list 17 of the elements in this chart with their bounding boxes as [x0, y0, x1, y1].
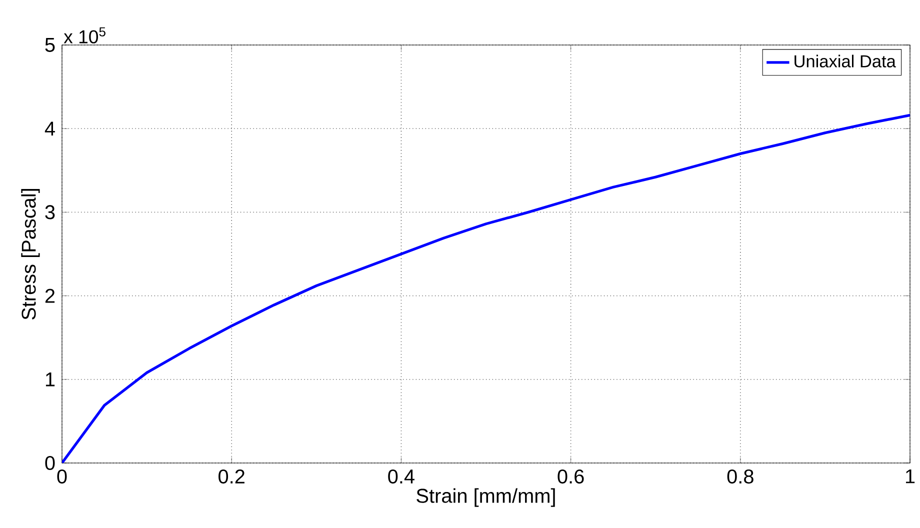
y-tick-label: 0: [45, 456, 55, 470]
line-series: [62, 114, 910, 463]
x-tick-label: 0: [57, 469, 67, 484]
x-tick-label: 1: [906, 469, 915, 484]
x-tick-label: 0.2: [218, 469, 244, 484]
x-axis-title: Strain [mm/mm]: [416, 488, 555, 507]
x-tick-label: 0.6: [558, 469, 584, 484]
y-tick-label: 2: [45, 288, 55, 303]
x-tick-label: 0.4: [388, 469, 414, 484]
y-tick-label: 3: [45, 205, 55, 220]
y-tick-label: 1: [46, 372, 55, 386]
y-tick-label: 5: [45, 38, 55, 52]
x-tick-label: 0.8: [727, 469, 754, 484]
legend-label: Uniaxial Data: [794, 54, 896, 68]
text: x 10$^{5}$: [64, 27, 106, 44]
y-tick-label: 4: [44, 122, 55, 136]
y-axis-title: Stress [Pascal]: [21, 189, 40, 320]
